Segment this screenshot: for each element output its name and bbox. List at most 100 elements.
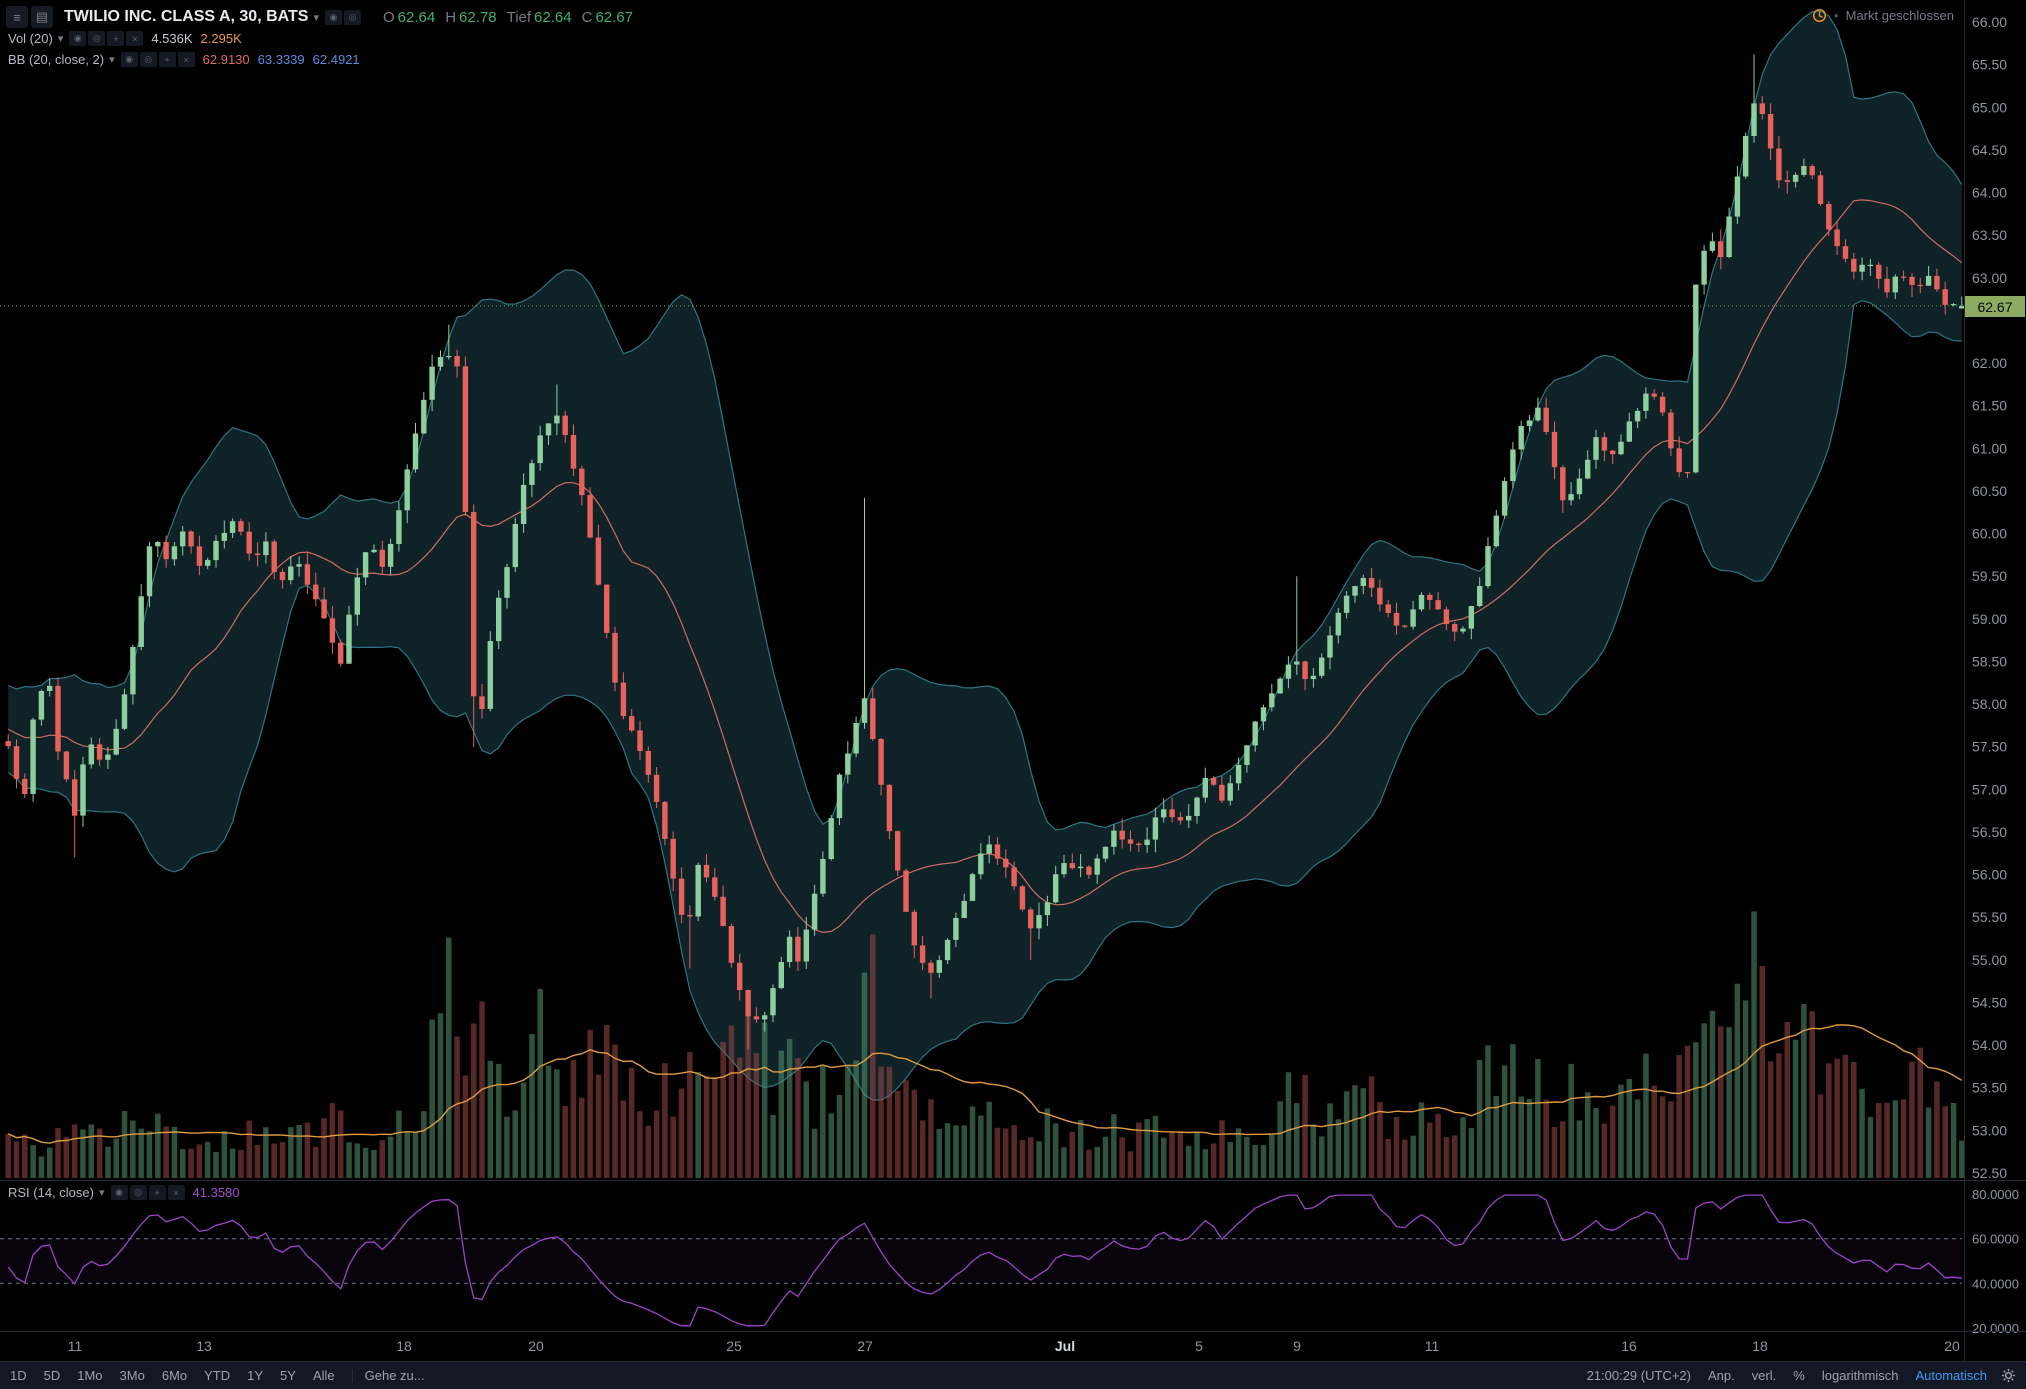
eye-icon[interactable]: ◉ (69, 31, 87, 46)
close-icon[interactable]: × (126, 31, 144, 46)
settings-icon[interactable]: ◎ (343, 9, 361, 25)
close-icon[interactable]: × (167, 1185, 185, 1200)
price-axis[interactable]: 66.00 65.50 65.00 64.50 64.00 63.50 63.00 62.00… (1972, 14, 2019, 1336)
price-tick-label: 58.00 (1972, 696, 2007, 712)
pane-separator-price-rsi[interactable] (0, 1180, 2026, 1181)
time-tick-label: 5 (1195, 1338, 1203, 1354)
price-tick-label: 65.50 (1972, 57, 2007, 73)
price-tick-label: 58.50 (1972, 653, 2007, 669)
volume-ma-value: 2.295K (200, 31, 242, 46)
time-tick-label: 18 (1752, 1338, 1768, 1354)
add-icon[interactable]: + (148, 1185, 166, 1200)
percent-toggle[interactable]: % (1793, 1368, 1805, 1383)
price-tick-label: 63.50 (1972, 227, 2007, 243)
last-price-label: 62.67 (1965, 296, 2025, 317)
add-icon[interactable]: + (158, 52, 176, 67)
low-label: Tief (506, 8, 532, 26)
range-button-5y[interactable]: 5Y (280, 1368, 296, 1383)
time-tick-label: 20 (528, 1338, 544, 1354)
price-tick-label: 60.00 (1972, 526, 2007, 542)
toolbar-divider (351, 1368, 353, 1383)
time-tick-label: Jul (1055, 1338, 1075, 1354)
price-tick-label: 61.00 (1972, 440, 2007, 456)
price-tick-label: 56.50 (1972, 824, 2007, 840)
chevron-down-icon: ▾ (57, 33, 64, 45)
extend-toggle[interactable]: verl. (1751, 1368, 1777, 1383)
bb-upper-value: 63.3339 (257, 52, 305, 67)
log-scale-toggle[interactable]: logarithmisch (1821, 1368, 1899, 1383)
rsi-band-fill (0, 1238, 1962, 1284)
symbol-title[interactable]: TWILIO INC. CLASS A, 30, BATS (64, 8, 309, 25)
volume-legend[interactable]: Vol (20) ▾ ◉ ◎ + × 4.536K 2.295K (8, 31, 242, 46)
bb-indicator-label[interactable]: BB (20, close, 2) (8, 52, 105, 67)
rsi-indicator-label[interactable]: RSI (14, close) (8, 1185, 94, 1200)
price-tick-label: 54.50 (1972, 995, 2007, 1011)
close-icon[interactable]: × (177, 52, 195, 67)
price-tick-label: 57.50 (1972, 739, 2007, 755)
bollinger-upper-line (7, 10, 1963, 831)
price-tick-label: 64.50 (1972, 142, 2007, 158)
eye-icon[interactable]: ◉ (110, 1185, 128, 1200)
pane-separator-rsi-time[interactable] (0, 1331, 2026, 1332)
eye-icon[interactable]: ◉ (324, 9, 342, 25)
high-label: H (445, 8, 457, 26)
range-button-ytd[interactable]: YTD (204, 1368, 231, 1383)
time-axis[interactable]: 11 13 18 20 25 27 Jul 5 9 11 16 18 20 (68, 1338, 1960, 1354)
volume-ma-line (7, 1024, 1963, 1144)
price-tick-label: 64.00 (1972, 185, 2007, 201)
chart-style-icon[interactable]: ▤ (31, 6, 53, 28)
close-label: C (581, 8, 593, 26)
candlestick-series (5, 54, 1965, 1050)
price-tick-label: 63.00 (1972, 270, 2007, 286)
add-icon[interactable]: + (107, 31, 125, 46)
status-dot-icon: ● (1833, 11, 1839, 20)
adjust-toggle[interactable]: Anp. (1707, 1368, 1735, 1383)
market-status-text: Markt geschlossen (1845, 8, 1954, 23)
chevron-down-icon: ▾ (109, 54, 115, 66)
time-tick-label: 20 (1944, 1338, 1960, 1354)
rsi-tick-label: 80.0000 (1972, 1187, 2019, 1202)
bb-legend[interactable]: BB (20, close, 2) ▾ ◉ ◎ + × 62.9130 63.3… (8, 52, 360, 67)
settings-icon[interactable]: ◎ (88, 31, 106, 46)
range-button-1d[interactable]: 1D (10, 1368, 27, 1383)
ohlc-readout: O 62.64 H 62.78 Tief 62.64 C 62.67 (373, 9, 633, 26)
gear-icon[interactable] (2001, 1368, 2016, 1383)
range-button-6mo[interactable]: 6Mo (161, 1368, 188, 1383)
menu-icon[interactable]: ≡ (6, 6, 28, 28)
price-tick-label: 59.00 (1972, 611, 2007, 627)
clock-readout[interactable]: 21:00:29 (UTC+2) (1586, 1368, 1691, 1383)
auto-scale-toggle[interactable]: Automatisch (1915, 1368, 1987, 1383)
chevron-down-icon: ▾ (98, 1187, 105, 1199)
high-value: 62.78 (459, 8, 497, 26)
range-button-1mo[interactable]: 1Mo (77, 1368, 103, 1383)
rsi-tick-label: 60.0000 (1972, 1232, 2019, 1247)
price-tick-label: 57.00 (1972, 781, 2007, 797)
low-value: 62.64 (534, 8, 572, 26)
price-tick-label: 53.50 (1972, 1080, 2007, 1096)
price-tick-label: 55.50 (1972, 909, 2007, 925)
rsi-legend[interactable]: RSI (14, close) ▾ ◉ ◎ + × 41.3580 (8, 1185, 240, 1200)
price-tick-label: 52.50 (1972, 1165, 2007, 1181)
price-chart[interactable]: 66.00 65.50 65.00 64.50 64.00 63.50 63.00 62.00… (0, 0, 2026, 1361)
rsi-tick-label: 40.0000 (1972, 1276, 2019, 1291)
range-button-3mo[interactable]: 3Mo (119, 1368, 145, 1383)
time-tick-label: 27 (857, 1338, 873, 1354)
range-button-all[interactable]: Alle (312, 1368, 335, 1383)
open-value: 62.64 (397, 8, 436, 26)
open-label: O (382, 8, 395, 26)
settings-icon[interactable]: ◎ (129, 1185, 147, 1200)
price-tick-label: 62.00 (1972, 355, 2007, 371)
time-tick-label: 11 (68, 1338, 83, 1354)
range-button-1y[interactable]: 1Y (247, 1368, 264, 1383)
goto-date-button[interactable]: Gehe zu... (364, 1368, 425, 1383)
rsi-line (7, 1194, 1962, 1327)
close-value: 62.67 (595, 8, 633, 26)
volume-indicator-label[interactable]: Vol (20) (8, 31, 53, 46)
price-tick-label: 59.50 (1972, 568, 2007, 584)
range-button-5d[interactable]: 5D (43, 1368, 61, 1383)
time-tick-label: 11 (1425, 1338, 1440, 1354)
bottom-toolbar: 1D 5D 1Mo 3Mo 6Mo YTD 1Y 5Y Alle Gehe zu… (0, 1361, 2026, 1389)
settings-icon[interactable]: ◎ (139, 52, 157, 67)
eye-icon[interactable]: ◉ (120, 52, 138, 67)
